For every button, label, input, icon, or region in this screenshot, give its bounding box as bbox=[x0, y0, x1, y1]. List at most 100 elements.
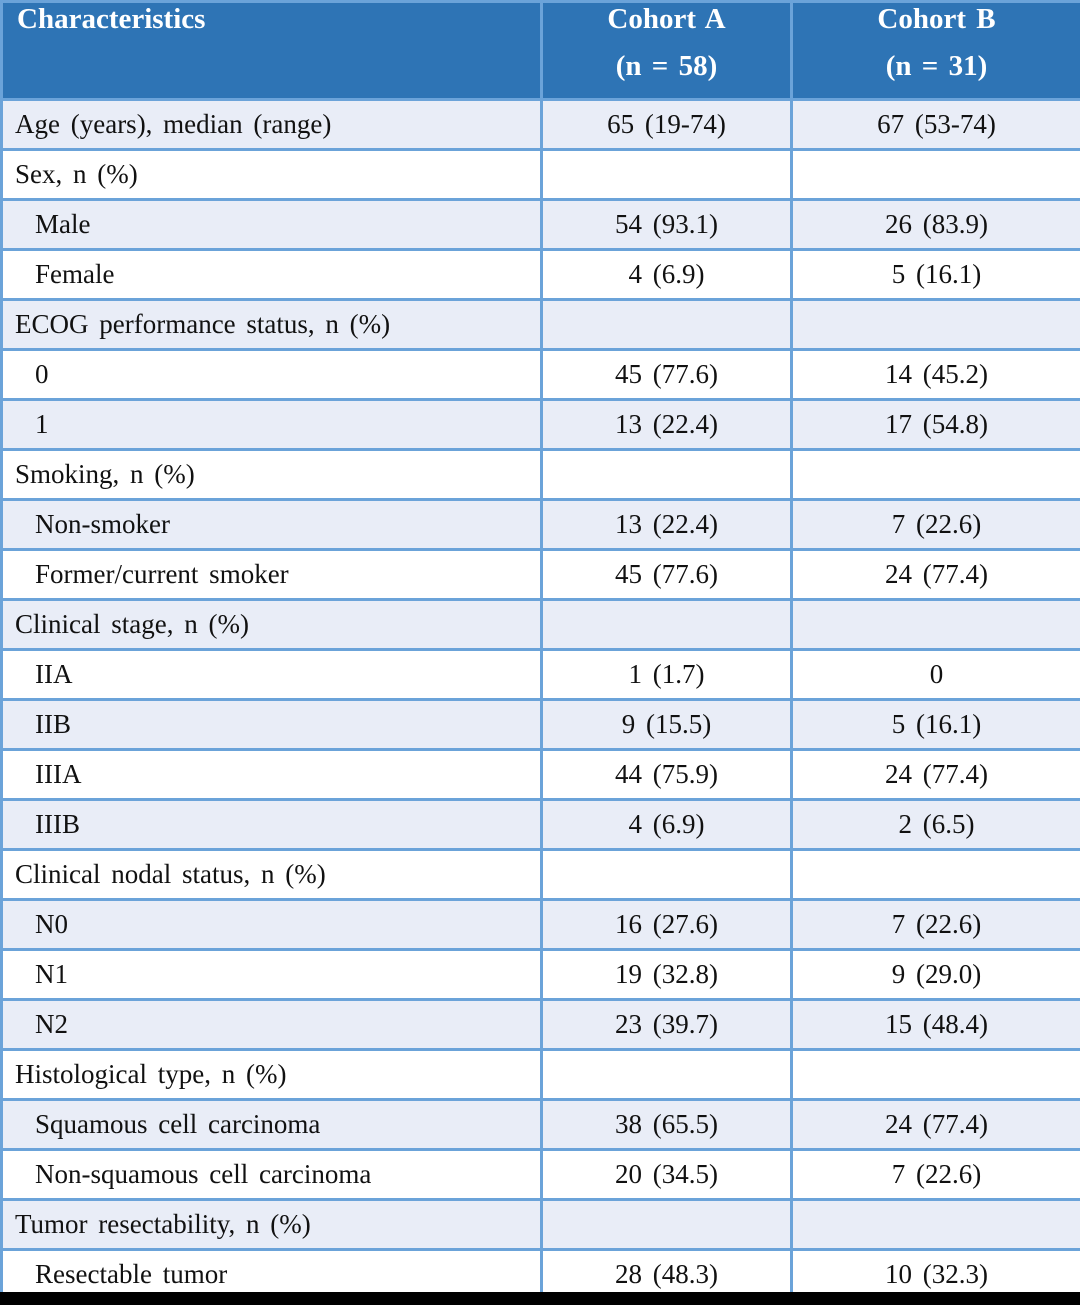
cohort-b-cell: 14 (45.2) bbox=[790, 348, 1080, 401]
characteristic-cell: N2 bbox=[0, 998, 543, 1051]
cohort-a-cell: 23 (39.7) bbox=[540, 998, 793, 1051]
cohort-b-cell: 24 (77.4) bbox=[790, 1098, 1080, 1151]
characteristic-cell: 1 bbox=[0, 398, 543, 451]
cohort-b-cell: 67 (53-74) bbox=[790, 98, 1080, 151]
table-row: ECOG performance status, n (%) bbox=[0, 298, 1080, 351]
cohort-a-n: (n = 58) bbox=[615, 50, 718, 82]
cohort-b-cell: 15 (48.4) bbox=[790, 998, 1080, 1051]
characteristic-cell: Age (years), median (range) bbox=[0, 98, 543, 151]
cohort-b-cell: 5 (16.1) bbox=[790, 248, 1080, 301]
cohort-a-title: Cohort A bbox=[607, 3, 726, 36]
characteristic-cell: Squamous cell carcinoma bbox=[0, 1098, 543, 1151]
table-row: Male 54 (93.1) 26 (83.9) bbox=[0, 198, 1080, 251]
table-row: Age (years), median (range) 65 (19-74) 6… bbox=[0, 98, 1080, 151]
cohort-a-cell: 45 (77.6) bbox=[540, 548, 793, 601]
cohort-a-cell: 13 (22.4) bbox=[540, 498, 793, 551]
cohort-a-cell bbox=[540, 1198, 793, 1251]
characteristic-cell: Clinical nodal status, n (%) bbox=[0, 848, 543, 901]
table-row: Non-smoker 13 (22.4) 7 (22.6) bbox=[0, 498, 1080, 551]
characteristic-cell: Female bbox=[0, 248, 543, 301]
table-row: IIIA 44 (75.9) 24 (77.4) bbox=[0, 748, 1080, 801]
characteristic-cell: Tumor resectability, n (%) bbox=[0, 1198, 543, 1251]
characteristic-cell: Histological type, n (%) bbox=[0, 1048, 543, 1101]
table-row: 1 13 (22.4) 17 (54.8) bbox=[0, 398, 1080, 451]
cohort-a-cell bbox=[540, 448, 793, 501]
cohort-b-cell: 24 (77.4) bbox=[790, 548, 1080, 601]
table-header: Characteristics Cohort A (n = 58) Cohort… bbox=[0, 0, 1080, 101]
cohort-b-cell: 5 (16.1) bbox=[790, 698, 1080, 751]
cohort-b-cell bbox=[790, 598, 1080, 651]
cohort-b-cell bbox=[790, 848, 1080, 901]
cohort-a-cell: 4 (6.9) bbox=[540, 798, 793, 851]
cohort-a-cell: 38 (65.5) bbox=[540, 1098, 793, 1151]
cohort-a-cell bbox=[540, 598, 793, 651]
characteristic-cell: N1 bbox=[0, 948, 543, 1001]
cohort-a-cell bbox=[540, 298, 793, 351]
table-row: N0 16 (27.6) 7 (22.6) bbox=[0, 898, 1080, 951]
characteristic-cell: IIIA bbox=[0, 748, 543, 801]
characteristic-cell: Smoking, n (%) bbox=[0, 448, 543, 501]
table-row: Former/current smoker 45 (77.6) 24 (77.4… bbox=[0, 548, 1080, 601]
table-row: 0 45 (77.6) 14 (45.2) bbox=[0, 348, 1080, 401]
cohort-b-cell: 17 (54.8) bbox=[790, 398, 1080, 451]
characteristic-cell: IIB bbox=[0, 698, 543, 751]
cohort-a-cell: 20 (34.5) bbox=[540, 1148, 793, 1201]
characteristic-cell: IIIB bbox=[0, 798, 543, 851]
table-row: Clinical nodal status, n (%) bbox=[0, 848, 1080, 901]
cohort-a-cell: 4 (6.9) bbox=[540, 248, 793, 301]
cohort-b-cell bbox=[790, 298, 1080, 351]
table-row: IIIB 4 (6.9) 2 (6.5) bbox=[0, 798, 1080, 851]
cohort-b-title: Cohort B bbox=[877, 3, 996, 36]
cohort-a-cell: 65 (19-74) bbox=[540, 98, 793, 151]
cohort-b-n: (n = 31) bbox=[885, 50, 988, 82]
cohort-b-cell: 0 bbox=[790, 648, 1080, 701]
table-row: Squamous cell carcinoma 38 (65.5) 24 (77… bbox=[0, 1098, 1080, 1151]
col-header-characteristics: Characteristics bbox=[0, 0, 543, 101]
table-row: Clinical stage, n (%) bbox=[0, 598, 1080, 651]
col-header-cohort-b: Cohort B (n = 31) bbox=[790, 0, 1080, 101]
characteristic-cell: Former/current smoker bbox=[0, 548, 543, 601]
table-body: Age (years), median (range) 65 (19-74) 6… bbox=[0, 98, 1080, 1305]
cohort-b-cell: 7 (22.6) bbox=[790, 1148, 1080, 1201]
characteristic-cell: ECOG performance status, n (%) bbox=[0, 298, 543, 351]
cohort-a-cell: 1 (1.7) bbox=[540, 648, 793, 701]
table-row: Smoking, n (%) bbox=[0, 448, 1080, 501]
cohort-a-cell: 54 (93.1) bbox=[540, 198, 793, 251]
cohort-b-cell: 2 (6.5) bbox=[790, 798, 1080, 851]
characteristic-cell: N0 bbox=[0, 898, 543, 951]
characteristic-cell: Clinical stage, n (%) bbox=[0, 598, 543, 651]
cohort-b-cell bbox=[790, 1198, 1080, 1251]
cohort-b-cell: 9 (29.0) bbox=[790, 948, 1080, 1001]
characteristic-cell: 0 bbox=[0, 348, 543, 401]
cohort-a-cell bbox=[540, 1048, 793, 1101]
cohort-b-cell bbox=[790, 1048, 1080, 1101]
bottom-black-bar bbox=[0, 1292, 1080, 1305]
cohort-b-cell: 24 (77.4) bbox=[790, 748, 1080, 801]
table-row: N1 19 (32.8) 9 (29.0) bbox=[0, 948, 1080, 1001]
table-row: Histological type, n (%) bbox=[0, 1048, 1080, 1101]
characteristics-label: Characteristics bbox=[17, 3, 206, 36]
table-row: Tumor resectability, n (%) bbox=[0, 1198, 1080, 1251]
cohort-a-cell: 19 (32.8) bbox=[540, 948, 793, 1001]
cohort-a-cell: 13 (22.4) bbox=[540, 398, 793, 451]
table-row: Female 4 (6.9) 5 (16.1) bbox=[0, 248, 1080, 301]
table-row: IIA 1 (1.7) 0 bbox=[0, 648, 1080, 701]
characteristic-cell: IIA bbox=[0, 648, 543, 701]
cohort-a-cell: 16 (27.6) bbox=[540, 898, 793, 951]
cohort-a-cell bbox=[540, 148, 793, 201]
col-header-cohort-a: Cohort A (n = 58) bbox=[540, 0, 793, 101]
cohort-b-cell bbox=[790, 448, 1080, 501]
characteristic-cell: Non-squamous cell carcinoma bbox=[0, 1148, 543, 1201]
cohort-b-cell: 7 (22.6) bbox=[790, 498, 1080, 551]
cohort-a-cell bbox=[540, 848, 793, 901]
table-row: N2 23 (39.7) 15 (48.4) bbox=[0, 998, 1080, 1051]
header-row: Characteristics Cohort A (n = 58) Cohort… bbox=[0, 0, 1080, 101]
characteristic-cell: Male bbox=[0, 198, 543, 251]
characteristic-cell: Non-smoker bbox=[0, 498, 543, 551]
cohort-a-cell: 44 (75.9) bbox=[540, 748, 793, 801]
characteristic-cell: Sex, n (%) bbox=[0, 148, 543, 201]
cohort-a-cell: 9 (15.5) bbox=[540, 698, 793, 751]
cohort-b-cell: 26 (83.9) bbox=[790, 198, 1080, 251]
